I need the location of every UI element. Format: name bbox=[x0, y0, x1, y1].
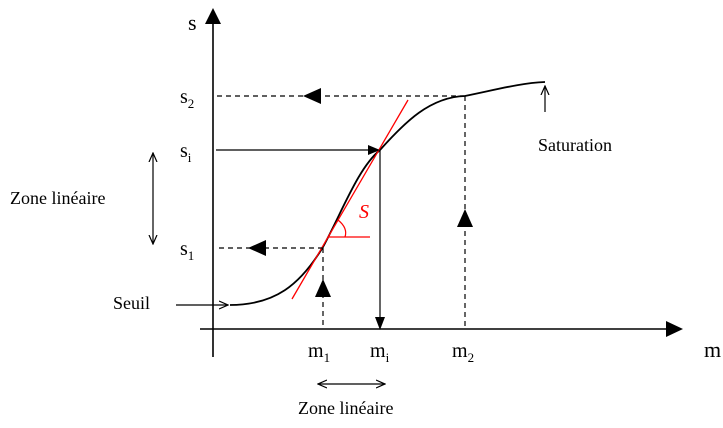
y-tick-s2: s2 bbox=[180, 86, 194, 111]
seuil-label: Seuil bbox=[113, 293, 150, 313]
vertical-zone-label: Zone linéaire bbox=[10, 188, 105, 208]
projection-arrows bbox=[248, 88, 473, 297]
vertical-linear-zone: Zone linéaire bbox=[10, 153, 153, 244]
solid-projections bbox=[216, 145, 385, 330]
x-tick-m1: m1 bbox=[308, 340, 330, 365]
y-tick-s1: s1 bbox=[180, 238, 194, 263]
si-right-arrow bbox=[368, 145, 380, 155]
slope-tangent: S bbox=[291, 99, 409, 300]
s1-left-arrow bbox=[248, 240, 266, 256]
y-tick-si: si bbox=[180, 140, 192, 165]
slope-label: S bbox=[359, 201, 369, 223]
axes bbox=[200, 8, 683, 357]
saturation-label: Saturation bbox=[538, 135, 612, 155]
saturation-annotation: Saturation bbox=[538, 86, 612, 155]
horizontal-zone-label: Zone linéaire bbox=[298, 398, 393, 418]
x-axis-arrowhead bbox=[666, 321, 683, 337]
y-axis-label: s bbox=[188, 10, 197, 35]
x-tick-mi: mi bbox=[370, 340, 390, 365]
slope-angle-arc bbox=[337, 219, 347, 238]
m1-up-arrow bbox=[315, 279, 331, 297]
x-axis-label: m bbox=[704, 337, 721, 362]
s2-left-arrow bbox=[303, 88, 321, 104]
mi-down-arrow bbox=[375, 317, 385, 330]
horizontal-linear-zone: Zone linéaire bbox=[298, 384, 393, 418]
y-axis-arrowhead bbox=[205, 8, 221, 24]
seuil-annotation: Seuil bbox=[113, 293, 228, 313]
characteristic-curve bbox=[229, 81, 546, 306]
x-tick-m2: m2 bbox=[452, 340, 474, 365]
tangent-line bbox=[291, 99, 409, 300]
m2-up-arrow bbox=[457, 209, 473, 227]
